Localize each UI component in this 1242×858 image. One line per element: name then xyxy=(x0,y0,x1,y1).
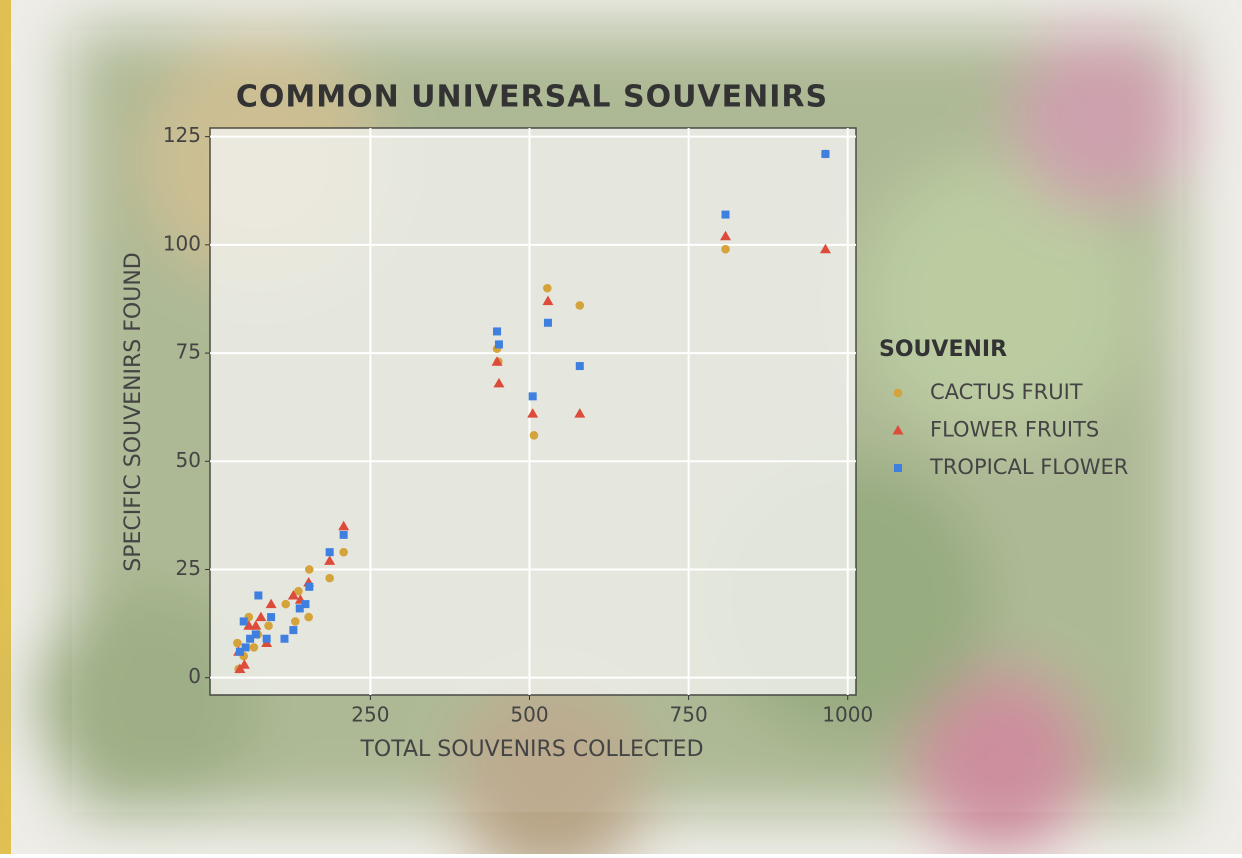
legend-title: SOUVENIR xyxy=(879,337,1007,362)
point xyxy=(280,634,289,643)
point xyxy=(819,243,831,254)
point xyxy=(301,600,310,609)
point xyxy=(339,547,348,557)
point xyxy=(264,621,273,631)
point xyxy=(494,340,503,349)
point xyxy=(304,612,313,622)
point xyxy=(575,301,585,310)
point xyxy=(720,230,732,241)
x-tick-label: 750 xyxy=(670,703,708,727)
point xyxy=(290,617,300,626)
point xyxy=(493,327,502,336)
y-tick-label: 125 xyxy=(163,123,201,147)
point xyxy=(265,598,277,609)
side-stripe xyxy=(0,0,11,854)
y-tick-label: 100 xyxy=(163,231,201,255)
point xyxy=(235,647,244,656)
plot-panel xyxy=(209,127,857,696)
point xyxy=(493,377,505,388)
legend-label: TROPICAL FLOWER xyxy=(929,455,1128,479)
y-tick-label: 0 xyxy=(188,664,201,688)
legend-label: CACTUS FRUIT xyxy=(930,380,1083,404)
point xyxy=(574,408,586,418)
point xyxy=(339,530,348,539)
point xyxy=(250,620,262,630)
point xyxy=(243,620,255,630)
point xyxy=(575,362,584,371)
legend-key xyxy=(893,388,903,398)
point xyxy=(246,634,255,643)
point xyxy=(324,555,336,565)
chart-title: COMMON UNIVERSAL SOUVENIRS xyxy=(236,80,828,115)
point xyxy=(238,659,250,669)
point xyxy=(325,573,334,583)
point xyxy=(325,548,334,557)
point xyxy=(543,283,552,293)
point xyxy=(721,210,730,219)
point xyxy=(249,643,259,652)
legend-label: FLOWER FRUITS xyxy=(930,418,1099,442)
point xyxy=(255,611,267,622)
point xyxy=(821,149,830,158)
point xyxy=(528,392,537,401)
x-tick-label: 250 xyxy=(351,703,389,727)
point xyxy=(491,356,503,366)
point xyxy=(267,613,276,622)
x-tick-label: 1000 xyxy=(822,703,873,727)
legend-key xyxy=(892,425,904,435)
point xyxy=(304,565,314,574)
y-tick-label: 25 xyxy=(176,556,201,580)
legend-key xyxy=(894,464,902,472)
point xyxy=(287,589,299,600)
point xyxy=(254,591,263,600)
point xyxy=(305,582,314,591)
x-tick-label: 500 xyxy=(510,703,548,727)
y-tick-label: 50 xyxy=(176,448,201,472)
point xyxy=(241,643,250,652)
point xyxy=(294,586,303,596)
y-axis-label: SPECIFIC SOUVENIRS FOUND xyxy=(121,252,146,571)
point xyxy=(338,520,350,531)
point xyxy=(239,617,248,626)
point xyxy=(543,318,552,327)
point xyxy=(234,663,246,674)
point xyxy=(542,295,554,306)
point xyxy=(295,604,304,613)
point xyxy=(262,634,271,643)
point xyxy=(251,630,260,639)
point xyxy=(721,244,730,254)
point xyxy=(289,626,298,635)
point xyxy=(281,599,291,609)
point xyxy=(527,408,539,418)
point xyxy=(233,638,242,648)
x-axis-label: TOTAL SOUVENIRS COLLECTED xyxy=(359,737,703,762)
y-tick-label: 75 xyxy=(176,340,201,364)
point xyxy=(529,431,539,440)
